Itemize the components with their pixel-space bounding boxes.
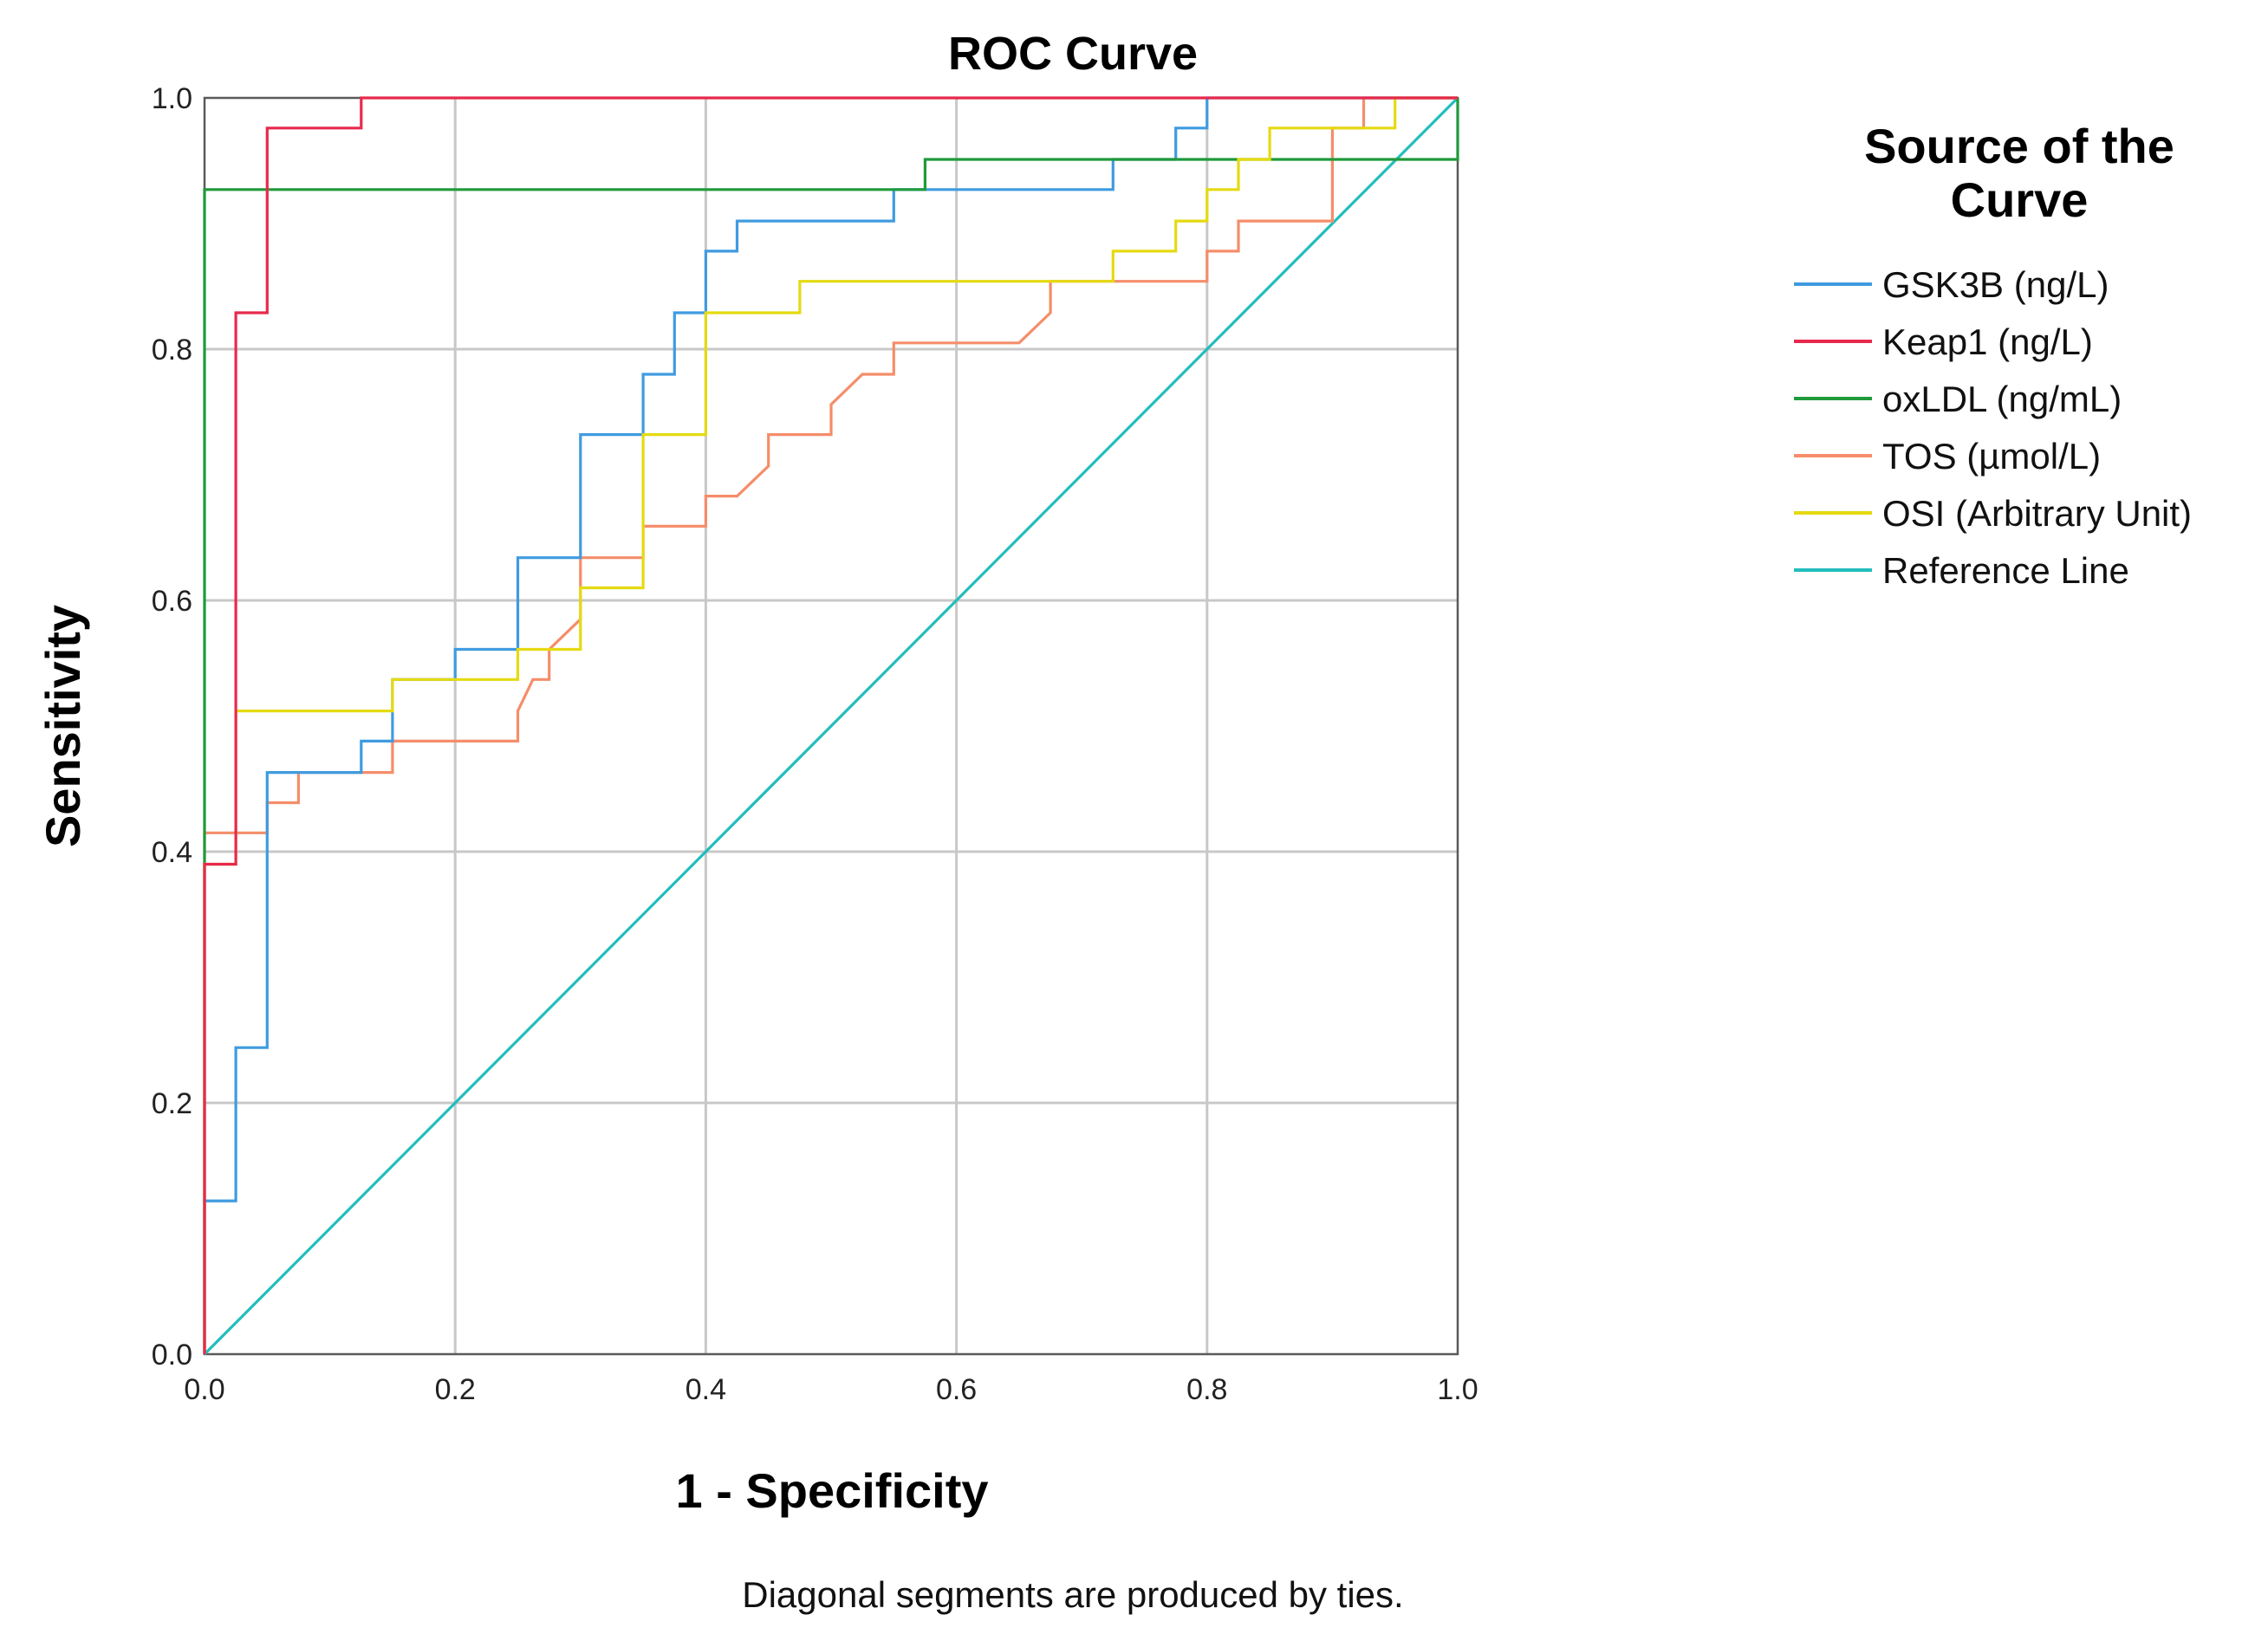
legend-label-reference-line: Reference Line (1882, 550, 2129, 591)
x-tick-label: 0.6 (936, 1373, 977, 1406)
x-tick-label: 0.8 (1186, 1373, 1227, 1406)
series-line-keap1-ng-l (203, 96, 1458, 1354)
series-group (203, 96, 1459, 1356)
series-line-oxldl-ng-ml (203, 98, 1459, 1354)
legend-label-gsk3b-ng-l: GSK3B (ng/L) (1882, 264, 2109, 305)
y-tick-labels: 0.0 0.2 0.4 0.6 0.8 1.0 (152, 82, 192, 1371)
y-tick-label: 0.4 (152, 836, 192, 869)
x-tick-label: 0.2 (435, 1373, 476, 1406)
y-axis-title: Sensitivity (36, 605, 90, 847)
legend-title-line-2: Curve (1951, 172, 2089, 227)
series-line-osi-arbitrary-unit (203, 96, 1458, 1354)
y-tick-label: 1.0 (152, 82, 192, 115)
y-tick-label: 0.2 (152, 1087, 192, 1120)
legend-label-keap1-ng-l: Keap1 (ng/L) (1882, 321, 2093, 362)
x-tick-label: 0.4 (686, 1373, 726, 1406)
x-tick-label: 1.0 (1437, 1373, 1478, 1406)
x-tick-labels: 0.0 0.2 0.4 0.6 0.8 1.0 (184, 1373, 1478, 1406)
legend-label-osi-arbitrary-unit: OSI (Arbitrary Unit) (1882, 493, 2192, 534)
series-line-tos-mol-l (203, 96, 1458, 1354)
legend-title-line-1: Source of the (1864, 119, 2174, 173)
legend-label-tos-mol-l: TOS (µmol/L) (1882, 436, 2101, 477)
footnote: Diagonal segments are produced by ties. (742, 1574, 1403, 1615)
y-tick-label: 0.8 (152, 334, 192, 366)
y-tick-label: 0.0 (152, 1339, 192, 1371)
x-axis-title: 1 - Specificity (675, 1463, 988, 1518)
chart-title: ROC Curve (948, 28, 1198, 80)
legend: GSK3B (ng/L) Keap1 (ng/L) oxLDL (ng/mL) TOS… (1794, 264, 2192, 591)
x-tick-label: 0.0 (184, 1373, 224, 1406)
legend-label-oxldl-ng-ml: oxLDL (ng/mL) (1882, 379, 2122, 419)
series-line-reference-line (203, 96, 1459, 1356)
y-tick-label: 0.6 (152, 585, 192, 618)
